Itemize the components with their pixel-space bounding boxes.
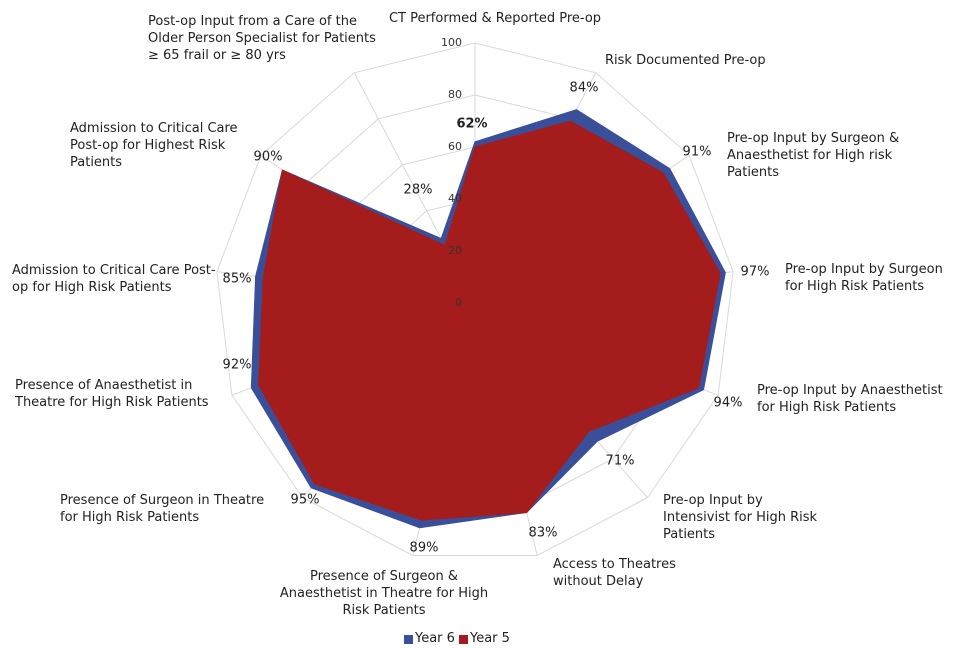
data-label: 71% (605, 453, 635, 469)
category-label: Pre-op Input by Intensivist for High Ris… (663, 493, 818, 542)
category-label: CT Performed & Reported Pre-op (388, 11, 602, 26)
category-label: Pre-op Input by Anaesthetist for High Ri… (757, 383, 943, 415)
data-label: 28% (403, 182, 433, 198)
data-label: 92% (222, 357, 252, 373)
tick-label: 80 (448, 88, 462, 101)
category-label: Access to Theatres without Delay (553, 557, 676, 589)
tick-label: 60 (448, 140, 462, 153)
category-label: Post-op Input from a Care of the Older P… (148, 14, 376, 63)
grid-ring (216, 42, 734, 556)
tick-label: 20 (448, 244, 462, 257)
data-label: 97% (740, 264, 770, 280)
category-label: Pre-op Input by Surgeon for High Risk Pa… (785, 262, 943, 294)
legend-label: Year 6 (415, 631, 455, 646)
data-label: 94% (713, 395, 743, 411)
tick-label: 0 (455, 296, 462, 309)
data-label: 84% (569, 80, 599, 96)
category-label: Risk Documented Pre-op (605, 53, 766, 68)
category-label: Pre-op Input by Surgeon & Anaesthetist f… (727, 131, 900, 180)
series-area (258, 120, 721, 521)
data-label: 83% (528, 525, 558, 541)
data-label: 95% (290, 492, 320, 508)
category-label: Presence of Surgeon & Anaesthetist in Th… (279, 569, 489, 618)
data-label: 90% (253, 149, 283, 165)
legend-swatch (459, 635, 468, 644)
data-label: 85% (222, 271, 252, 287)
category-label: Presence of Anaesthetist in Theatre for … (15, 378, 209, 410)
data-label: 91% (682, 144, 712, 160)
data-label: 89% (409, 540, 439, 556)
tick-label: 100 (441, 36, 462, 49)
legend-swatch (404, 635, 413, 644)
category-label: Admission to Critical Care Post-op for H… (70, 121, 238, 170)
category-label: Presence of Surgeon in Theatre for High … (60, 493, 265, 525)
category-label: Admission to Critical Care Post-op for H… (12, 263, 216, 295)
legend-label: Year 5 (470, 631, 510, 646)
tick-label: 40 (448, 192, 462, 205)
data-label: 62% (456, 116, 488, 132)
